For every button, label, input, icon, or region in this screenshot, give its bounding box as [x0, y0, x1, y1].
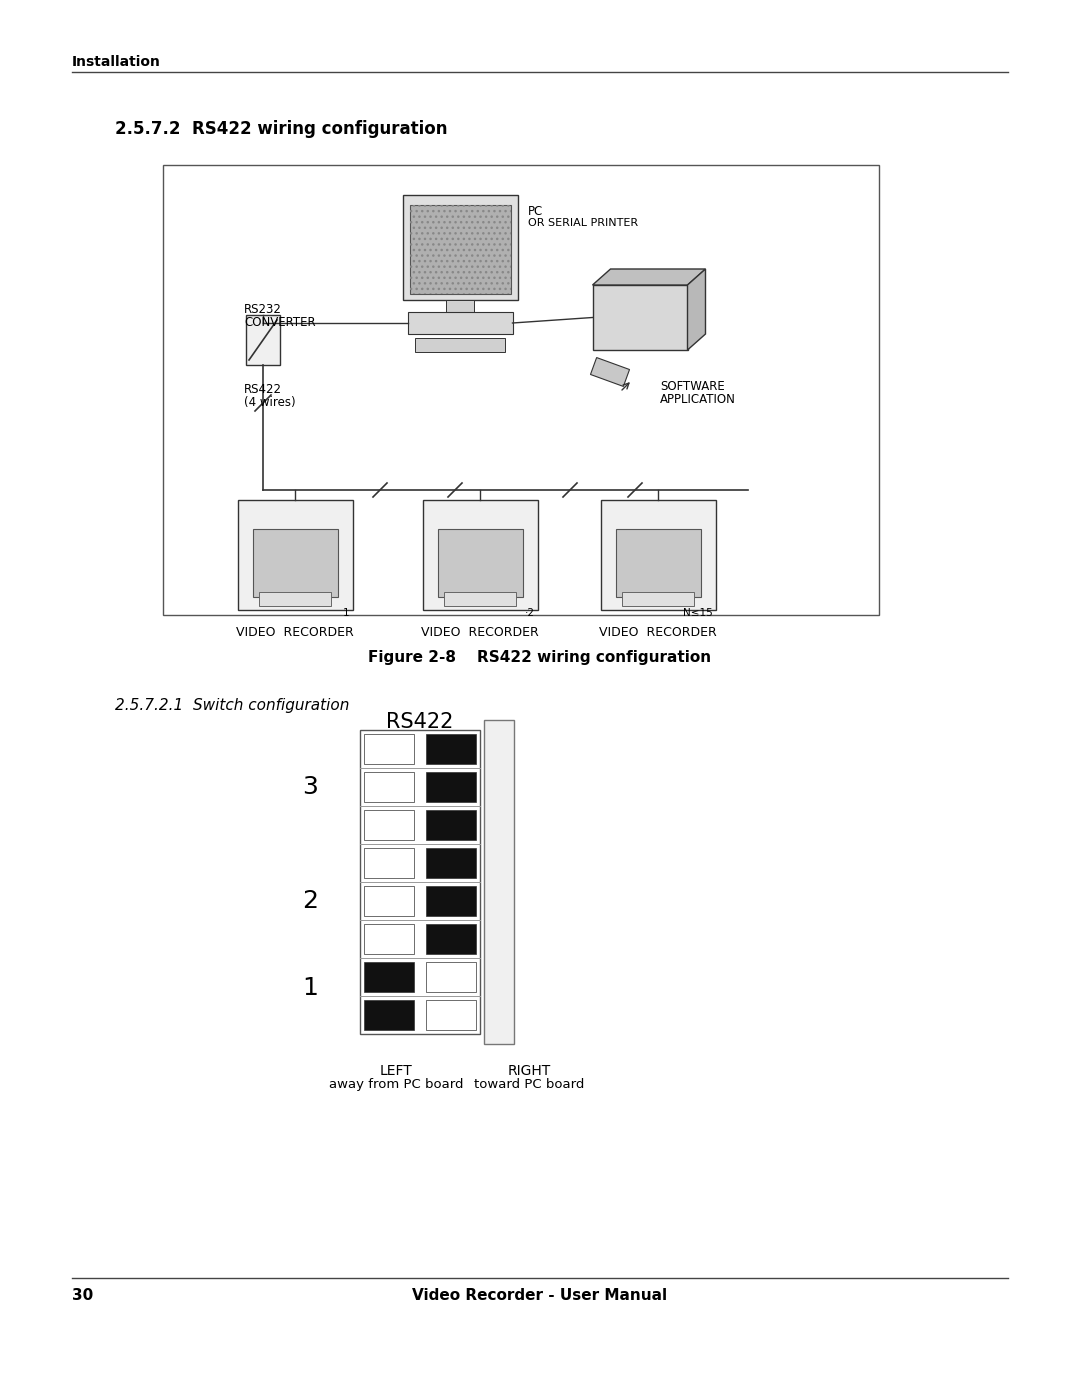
Bar: [246, 314, 280, 365]
Bar: [259, 592, 330, 606]
Bar: [360, 731, 480, 1034]
Text: Video Recorder - User Manual: Video Recorder - User Manual: [413, 1288, 667, 1303]
Bar: [593, 285, 688, 351]
Text: Figure 2-8    RS422 wiring configuration: Figure 2-8 RS422 wiring configuration: [368, 650, 712, 665]
Bar: [616, 529, 701, 597]
Bar: [446, 300, 474, 312]
Polygon shape: [593, 270, 705, 285]
Bar: [364, 733, 415, 764]
Text: 3: 3: [302, 775, 318, 799]
Bar: [444, 592, 516, 606]
Text: 2.5.7.2.1  Switch configuration: 2.5.7.2.1 Switch configuration: [114, 698, 349, 712]
Text: VIDEO  RECORDER: VIDEO RECORDER: [599, 626, 717, 638]
Text: away from PC board: away from PC board: [328, 1078, 463, 1091]
Bar: [364, 810, 415, 840]
Bar: [426, 733, 476, 764]
Text: N≤15: N≤15: [683, 608, 713, 617]
Text: (4 wires): (4 wires): [244, 395, 296, 409]
Bar: [238, 500, 352, 610]
Text: VIDEO  RECORDER: VIDEO RECORDER: [421, 626, 539, 638]
Polygon shape: [688, 270, 705, 351]
Bar: [364, 923, 415, 954]
Bar: [437, 529, 523, 597]
Text: PC: PC: [527, 205, 543, 218]
Bar: [600, 500, 715, 610]
Bar: [622, 592, 694, 606]
Text: SOFTWARE: SOFTWARE: [660, 380, 725, 393]
Bar: [253, 529, 337, 597]
Text: RS232: RS232: [244, 303, 282, 316]
Text: 1: 1: [342, 608, 350, 617]
Bar: [484, 719, 514, 1044]
Bar: [364, 886, 415, 916]
Bar: [426, 923, 476, 954]
Text: RS422: RS422: [244, 383, 282, 395]
Bar: [407, 312, 513, 334]
Bar: [426, 771, 476, 802]
Bar: [426, 1000, 476, 1030]
Bar: [591, 358, 630, 387]
Bar: [426, 886, 476, 916]
Bar: [163, 165, 879, 615]
Text: RIGHT: RIGHT: [508, 1065, 551, 1078]
Text: ·2: ·2: [525, 608, 535, 617]
Text: CONVERTER: CONVERTER: [244, 316, 315, 330]
Bar: [364, 771, 415, 802]
Text: APPLICATION: APPLICATION: [660, 393, 735, 407]
Bar: [426, 961, 476, 992]
Bar: [403, 196, 517, 300]
Text: LEFT: LEFT: [380, 1065, 413, 1078]
Text: RS422: RS422: [387, 712, 454, 732]
Text: toward PC board: toward PC board: [474, 1078, 584, 1091]
Text: 30: 30: [72, 1288, 93, 1303]
Bar: [364, 961, 415, 992]
Text: 2.5.7.2  RS422 wiring configuration: 2.5.7.2 RS422 wiring configuration: [114, 120, 447, 138]
Bar: [409, 205, 511, 293]
Bar: [426, 848, 476, 879]
Text: 2: 2: [302, 888, 318, 914]
Text: VIDEO  RECORDER: VIDEO RECORDER: [237, 626, 354, 638]
Bar: [364, 1000, 415, 1030]
Bar: [422, 500, 538, 610]
Bar: [364, 848, 415, 879]
Bar: [415, 338, 505, 352]
Text: Installation: Installation: [72, 54, 161, 68]
Text: 1: 1: [302, 977, 318, 1000]
Bar: [409, 205, 511, 293]
Text: OR SERIAL PRINTER: OR SERIAL PRINTER: [527, 218, 637, 228]
Bar: [426, 810, 476, 840]
